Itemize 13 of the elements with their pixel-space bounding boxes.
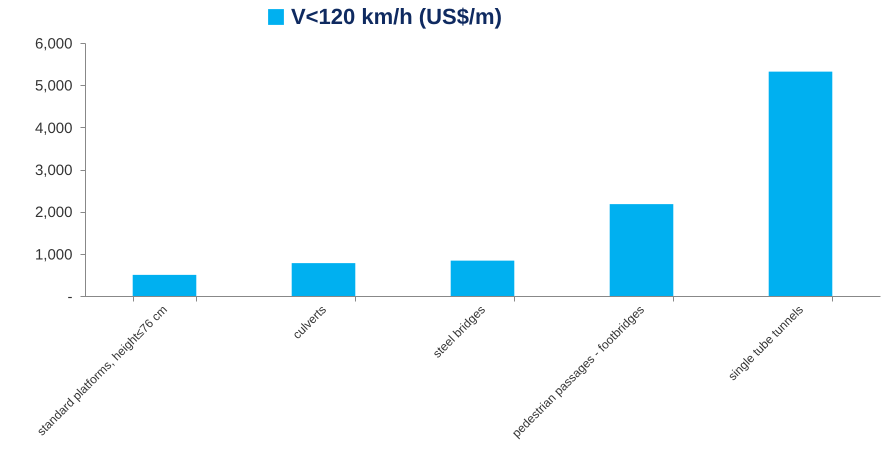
y-tick-label: 4,000 xyxy=(34,120,72,137)
y-tick-label: 5,000 xyxy=(34,78,72,95)
y-tick-label: 1,000 xyxy=(34,246,72,264)
y-tick-label: 2,000 xyxy=(34,204,72,222)
bar xyxy=(292,263,356,296)
y-tick-label: - xyxy=(68,288,72,306)
bar xyxy=(610,204,674,296)
y-tick-label: 6,000 xyxy=(34,36,72,52)
bar xyxy=(450,260,514,296)
legend-label: V<120 km/h (US$/m) xyxy=(291,4,502,29)
bar xyxy=(132,274,196,296)
bar xyxy=(768,72,832,296)
y-tick-label: 3,000 xyxy=(34,162,72,179)
